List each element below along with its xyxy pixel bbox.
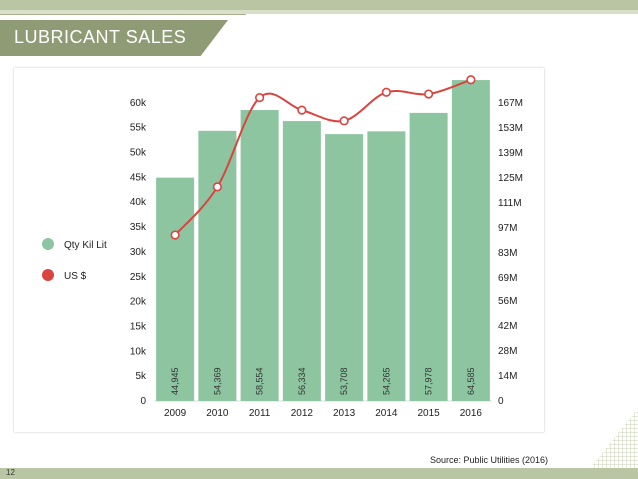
bar-2013 [325,134,364,401]
left-tick-label: 0 [140,396,146,407]
legend-swatch-usd [42,269,54,281]
left-tick-label: 30k [130,247,147,258]
us-dollar-point-2012 [297,105,307,115]
right-tick-label: 69M [498,273,517,284]
right-tick-label: 42M [498,321,517,332]
legend-swatch-qty [42,238,54,250]
x-tick-label-2012: 2012 [291,408,314,419]
us-dollar-point-2011 [255,93,265,103]
x-tick-label-2013: 2013 [333,408,356,419]
source-note: Source: Public Utilities (2016) [430,455,549,465]
left-tick-label: 35k [130,222,147,233]
x-tick-label-2011: 2011 [249,408,271,419]
bar-value-label-2016: 64,585 [466,367,476,395]
grid-pattern-decoration [590,408,638,468]
bar-value-label-2014: 54,265 [381,367,391,395]
us-dollar-point-2010 [212,182,222,192]
bar-2014 [367,131,406,401]
bar-value-label-2012: 56,334 [297,367,307,395]
bar-2012 [282,121,321,401]
right-tick-label: 153M [498,123,523,134]
bar-value-label-2011: 58,554 [255,367,265,395]
top-band [0,0,638,10]
top-band-light [0,10,638,14]
right-tick-label: 14M [498,371,517,382]
bar-value-label-2010: 54,369 [212,367,222,395]
legend-label-qty: Qty Kil Lit [64,240,107,251]
right-tick-label: 139M [498,148,523,159]
us-dollar-point-2015 [424,89,434,99]
bar-value-label-2013: 53,708 [339,367,349,395]
x-tick-label-2010: 2010 [206,408,229,419]
right-tick-label: 167M [498,98,523,109]
title-bar [0,20,228,56]
bottom-band [0,468,638,479]
bar-2016 [451,80,490,402]
x-tick-label-2015: 2015 [418,408,441,419]
left-tick-label: 20k [130,297,147,308]
bar-2010 [198,130,237,402]
left-tick-label: 25k [130,272,147,283]
right-tick-label: 97M [498,223,517,234]
chart-panel: 44,945 2009 54,369 2010 58,554 2011 56,334 2012… [14,68,544,432]
top-divider [0,14,246,15]
left-tick-label: 50k [130,148,147,159]
right-tick-label: 83M [498,248,517,259]
left-tick-label: 45k [130,172,147,183]
bar-value-label-2009: 44,945 [170,367,180,395]
left-tick-label: 55k [130,123,147,134]
bar-2011 [240,110,279,401]
x-tick-label-2014: 2014 [375,408,398,419]
bar-value-label-2015: 57,978 [424,367,434,395]
right-tick-label: 111M [498,198,522,209]
right-tick-label: 56M [498,296,517,307]
right-tick-label: 0 [498,396,504,407]
slide-title: LUBRICANT SALES [14,27,187,47]
combo-chart: 44,945 2009 54,369 2010 58,554 2011 56,334 2012… [42,75,523,419]
right-tick-label: 28M [498,346,517,357]
left-tick-label: 40k [130,197,147,208]
left-tick-label: 15k [130,321,147,332]
x-tick-label-2009: 2009 [164,408,187,419]
legend-label-usd: US $ [64,271,87,282]
us-dollar-point-2009 [170,230,180,240]
left-tick-label: 60k [130,98,147,109]
left-tick-label: 10k [130,346,147,357]
bar-2009 [156,177,195,401]
us-dollar-point-2013 [339,116,349,126]
us-dollar-point-2016 [466,75,476,85]
x-tick-label-2016: 2016 [460,408,483,419]
right-tick-label: 125M [498,173,523,184]
left-tick-label: 5k [135,371,147,382]
us-dollar-point-2014 [381,87,391,97]
slide-number: 12 [6,468,15,477]
bar-2015 [409,112,448,402]
